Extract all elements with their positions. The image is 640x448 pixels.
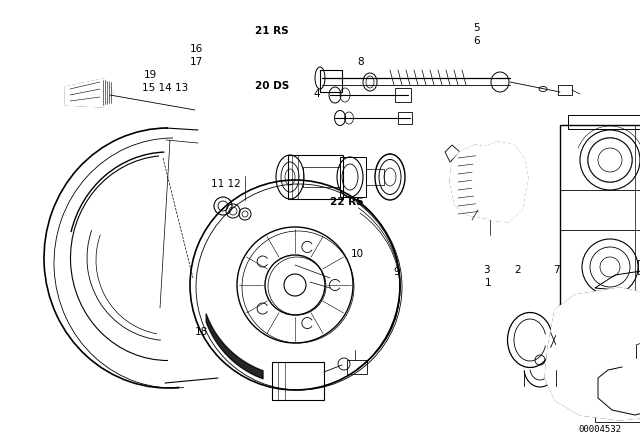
Bar [320,70,342,92]
Bar [303,167,340,187]
Text: 20 DS: 20 DS [255,81,289,91]
Bar [560,125,640,310]
Bar [395,88,411,102]
Polygon shape [450,145,505,218]
Text: 21 RS: 21 RS [255,26,289,36]
Text: 5: 5 [474,23,480,33]
Text: 9: 9 [394,267,400,277]
Text: 6: 6 [474,36,480,46]
Bar [366,169,384,185]
Text: 17: 17 [190,57,204,67]
Text: 1: 1 [484,278,491,288]
Text: 4: 4 [314,89,320,99]
Text: 16: 16 [190,44,204,54]
Polygon shape [545,288,640,420]
Polygon shape [472,142,528,222]
Text: 2: 2 [514,265,520,275]
Text: 7: 7 [554,265,560,275]
Polygon shape [65,79,113,107]
Bar [398,112,412,124]
Text: 00004532: 00004532 [579,426,621,435]
Bar [288,155,343,199]
Bar [622,358,640,376]
Text: 22 RS: 22 RS [330,198,364,207]
Text: 3: 3 [483,265,490,275]
Text: 8: 8 [357,57,364,67]
Text: 18: 18 [195,327,209,337]
Bar [568,115,640,129]
Text: 11 12: 11 12 [211,179,241,189]
Text: 15 14 13: 15 14 13 [142,83,188,93]
Text: 10: 10 [351,250,364,259]
Bar [558,85,572,95]
Bar [638,260,640,274]
Bar [595,400,640,422]
Text: 19: 19 [144,70,157,80]
Bar [347,360,367,374]
Bar [272,362,324,400]
Bar [340,157,366,197]
